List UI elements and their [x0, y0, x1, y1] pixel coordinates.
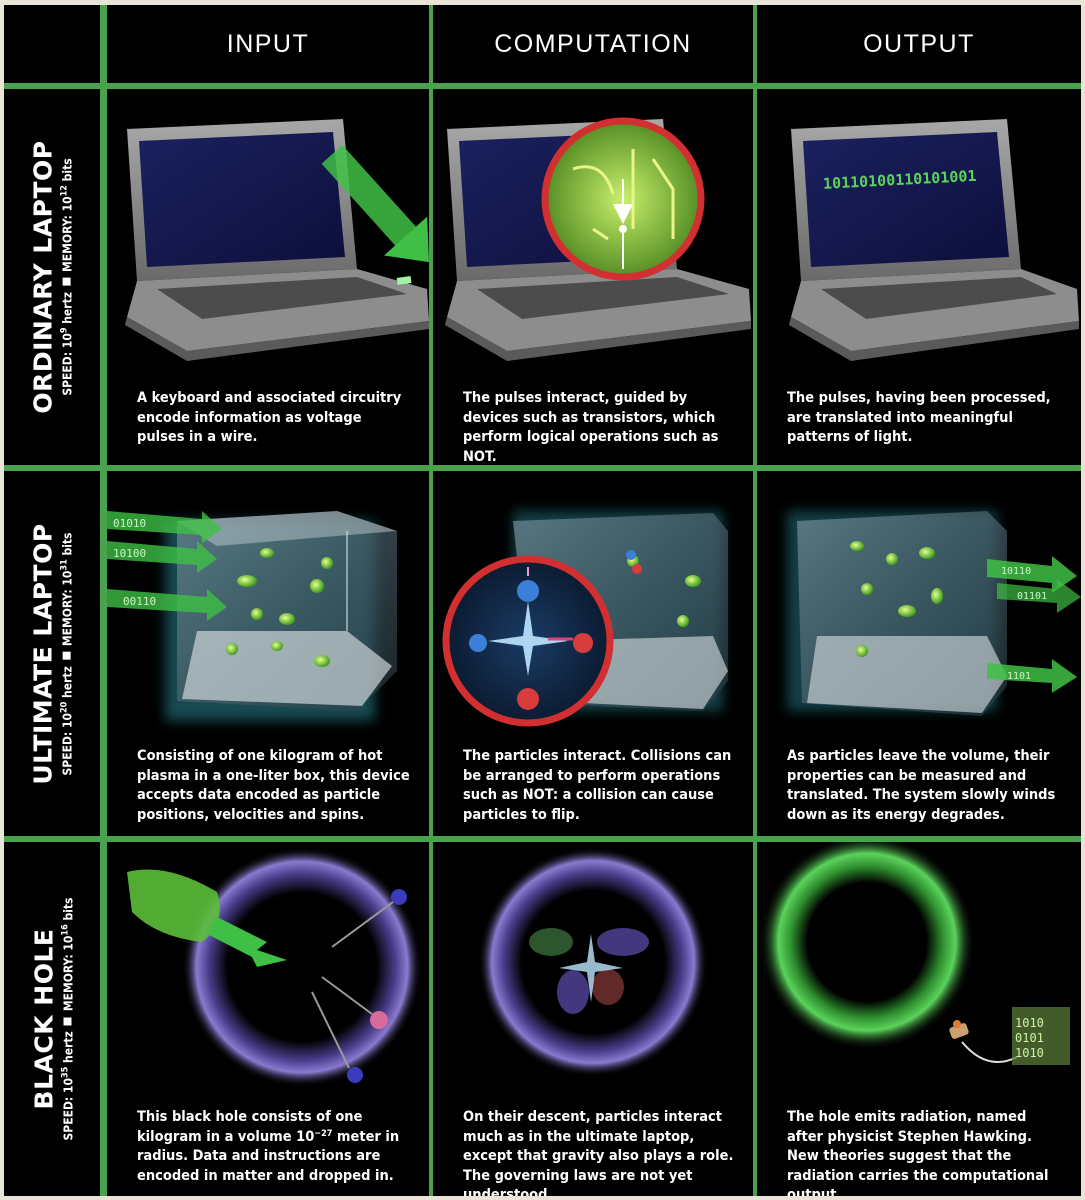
- caption: The hole emits radiation, named after ph…: [787, 1109, 1049, 1196]
- detector-icon: [949, 1020, 1018, 1063]
- caption: As particles leave the volume, their pro…: [787, 748, 1056, 823]
- input-arrow-icon: [321, 144, 429, 263]
- row-label-ordinary-laptop: ORDINARY LAPTOP SPEED: 109 hertzMEMORY: …: [4, 89, 100, 465]
- particle-collision-icon: [529, 928, 649, 1014]
- row-title: ULTIMATE LAPTOP: [29, 522, 59, 785]
- black-hole-computation-illustration: [478, 847, 708, 1077]
- cell-ultimate-input: 01010 10100 00110 Consisting of one kilo…: [107, 471, 429, 836]
- row-title: ORDINARY LAPTOP: [29, 140, 58, 414]
- bullet-square-icon: [63, 651, 72, 660]
- cell-blackhole-computation: On their descent, particles interact muc…: [433, 842, 753, 1196]
- comparison-grid: INPUT COMPUTATION OUTPUT ORDINARY LAPTOP…: [4, 5, 1081, 1196]
- laptop-input-illustration: [125, 119, 429, 361]
- arrow-binary-text: 01010: [113, 517, 146, 530]
- black-hole-icon: [182, 847, 422, 1087]
- plasma-box-icon: [787, 511, 1007, 716]
- arrow-binary-text: 01101: [1017, 591, 1047, 602]
- caption: The pulses, having been processed, are t…: [787, 390, 1051, 445]
- black-hole-radiation-icon: [759, 842, 975, 1050]
- output-data-cube-icon: 1010 0101 1010: [1012, 1007, 1070, 1065]
- laptop-output-illustration: 10110100110101001: [789, 119, 1079, 361]
- black-hole-output-illustration: 1010 0101 1010: [759, 842, 1070, 1065]
- row-title: BLACK HOLE: [29, 928, 59, 1110]
- laptop-computation-illustration: [445, 117, 751, 361]
- plasma-box-input-illustration: 01010 10100 00110: [107, 511, 397, 721]
- row-label-black-hole: BLACK HOLE SPEED: 1035 hertzMEMORY: 1016…: [4, 842, 100, 1196]
- column-header-output: OUTPUT: [757, 5, 1081, 83]
- arrow-binary-text: 10110: [1001, 566, 1031, 577]
- bullet-square-icon: [63, 277, 71, 286]
- cell-blackhole-output: 1010 0101 1010 The hole emits radiation,…: [757, 842, 1081, 1196]
- caption: This black hole consists of one kilogram…: [137, 1109, 400, 1184]
- cell-ordinary-computation: The pulses interact, guided by devices s…: [433, 89, 753, 465]
- laptop-icon: [125, 119, 429, 361]
- column-header-computation: COMPUTATION: [433, 5, 753, 83]
- svg-text:1010: 1010: [1015, 1016, 1044, 1030]
- row-specs: SPEED: 1035 hertzMEMORY: 1016 bits: [60, 897, 76, 1141]
- caption: On their descent, particles interact muc…: [463, 1109, 734, 1196]
- caption: The particles interact. Collisions can b…: [463, 748, 732, 823]
- row-specs: SPEED: 1020 hertzMEMORY: 1031 bits: [60, 532, 76, 775]
- particles-icon: [311, 889, 407, 1083]
- caption: The pulses interact, guided by devices s…: [463, 390, 719, 465]
- laptop-icon: [789, 119, 1079, 361]
- row-specs: SPEED: 109 hertzMEMORY: 1012 bits: [60, 158, 75, 396]
- svg-text:0101: 0101: [1015, 1031, 1044, 1045]
- cell-ultimate-computation: The particles interact. Collisions can b…: [433, 471, 753, 836]
- caption: Consisting of one kilogram of hot plasma…: [137, 748, 410, 823]
- cell-ultimate-output: 10110 01101 1101 As particles leave the …: [757, 471, 1081, 836]
- black-hole-input-illustration: [127, 847, 422, 1087]
- row-label-ultimate-laptop: ULTIMATE LAPTOP SPEED: 1020 hertzMEMORY:…: [4, 471, 100, 836]
- column-header-input: INPUT: [107, 5, 429, 83]
- cell-ordinary-input: A keyboard and associated circuitry enco…: [107, 89, 429, 465]
- cell-blackhole-input: This black hole consists of one kilogram…: [107, 842, 429, 1196]
- arrow-binary-text: 1101: [1007, 671, 1031, 682]
- magnified-collision-icon: [442, 555, 614, 727]
- caption: A keyboard and associated circuitry enco…: [137, 390, 402, 445]
- plasma-box-computation-illustration: [442, 511, 728, 727]
- svg-text:1010: 1010: [1015, 1046, 1044, 1060]
- output-data-arrows-icon: 10110 01101 1101: [987, 556, 1081, 693]
- input-data-arrows-icon: 01010 10100 00110: [107, 511, 227, 621]
- cell-ordinary-output: 10110100110101001 The pulses, having bee…: [757, 89, 1081, 465]
- bullet-square-icon: [63, 1017, 72, 1026]
- data-packet-icon: [127, 869, 287, 967]
- magnified-circuit-icon: [541, 117, 705, 281]
- arrow-binary-text: 10100: [113, 547, 146, 560]
- plasma-box-output-illustration: 10110 01101 1101: [787, 511, 1081, 716]
- particles-icon: [226, 548, 333, 667]
- corner-cell: [4, 5, 100, 83]
- arrow-binary-text: 00110: [123, 595, 156, 608]
